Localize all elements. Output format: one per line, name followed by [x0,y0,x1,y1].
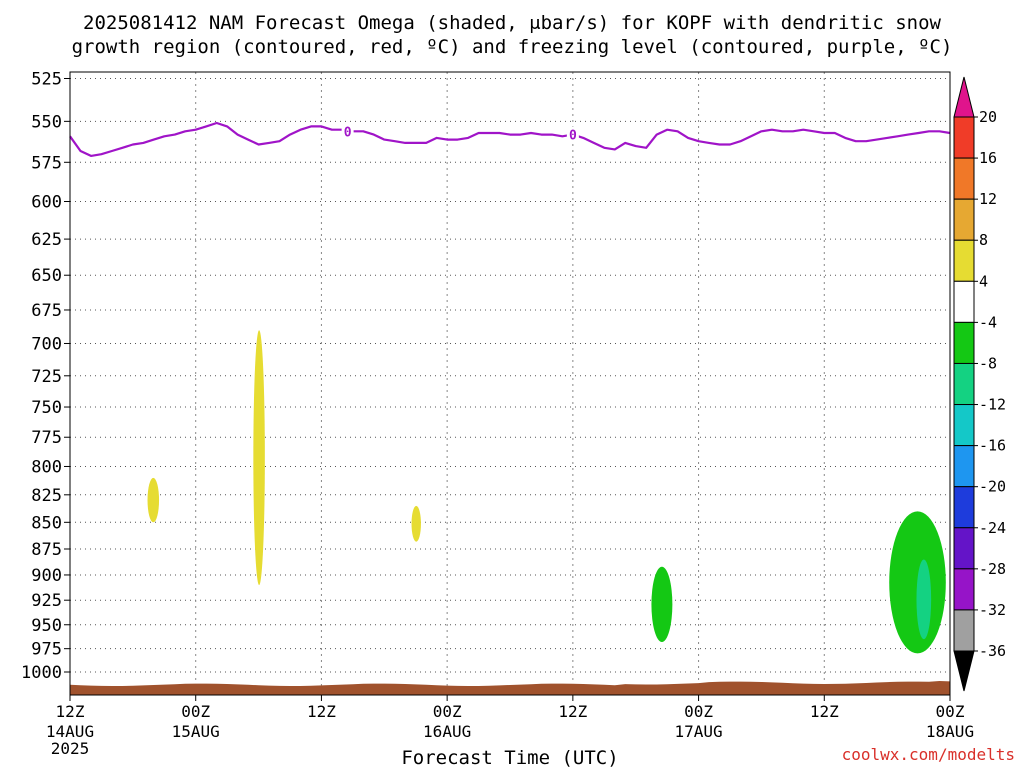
freezing-level-label: 0 [569,129,577,144]
y-tick-label: 950 [31,616,62,636]
colorbar-bin [953,321,975,364]
freezing-level-line [69,121,951,157]
colorbar-label: -24 [979,519,1006,537]
y-tick-label: 800 [31,457,62,477]
omega-region [411,505,421,542]
y-tick-label: 900 [31,566,62,586]
omega-region [651,566,673,643]
colorbar-bottom-arrow [953,650,975,692]
terrain-surface [70,681,950,695]
credit-text: coolwx.com/modelts [842,745,1015,764]
colorbar: 20 16 12 8 4 -4 -8 -12 -16 -20 -24 -28 -32 -36 [953,76,1006,692]
y-tick-label: 600 [31,192,62,212]
y-tick-label: 850 [31,513,62,533]
colorbar-label: 4 [979,272,988,290]
colorbar-bin [953,116,975,159]
x-tick-label: 18AUG [926,722,974,741]
x-tick-label: 15AUG [172,722,220,741]
freezing-level-label: 0 [344,125,352,140]
x-tick-label: 00Z [181,702,210,721]
colorbar-bin [953,445,975,488]
colorbar-label: -4 [979,313,997,331]
x-tick-label: 00Z [433,702,462,721]
colorbar-label: -12 [979,396,1006,414]
x-tick-label: 12Z [558,702,587,721]
chart-title-line-2: growth region (contoured, red, ºC) and f… [72,36,953,58]
colorbar-bin [953,568,975,611]
grid-lines [70,72,950,695]
x-tick-label: 00Z [936,702,965,721]
colorbar-bin [953,198,975,241]
plot-frame [69,71,951,696]
x-tick-label: 14AUG [46,722,94,741]
x-tick-label: 12Z [810,702,839,721]
colorbar-bin [953,486,975,529]
omega-region [253,330,265,586]
x-tick-label: 2025 [51,739,90,758]
y-tick-label: 975 [31,640,62,660]
colorbar-label: 16 [979,149,997,167]
y-tick-label: 550 [31,112,62,132]
y-tick-label: 525 [31,70,62,90]
y-tick-label: 700 [31,334,62,354]
y-axis-ticks: 525 550 575 600 625 650 675 700 725 750 775 800 825 8… [21,70,70,683]
colorbar-label: -28 [979,560,1006,578]
x-tick-label: 12Z [307,702,336,721]
colorbar-bin [953,239,975,282]
colorbar-label: 20 [979,108,997,126]
y-tick-label: 750 [31,398,62,418]
colorbar-bin [953,362,975,406]
freezing-level-label-bg [341,123,354,138]
colorbar-label: -20 [979,478,1006,496]
colorbar-label: -36 [979,642,1006,660]
y-tick-label: 650 [31,266,62,286]
colorbar-label: 8 [979,231,988,249]
colorbar-label: -8 [979,354,997,372]
y-tick-label: 775 [31,428,62,448]
y-tick-label: 575 [31,153,62,173]
colorbar-bin [953,157,975,200]
freezing-level-label-bg [566,126,579,141]
colorbar-bin [953,527,975,570]
colorbar-bin [953,404,975,447]
x-axis-title: Forecast Time (UTC) [401,747,618,768]
x-tick-label: 00Z [684,702,713,721]
y-tick-label: 875 [31,540,62,560]
omega-region [916,559,932,640]
colorbar-label: -32 [979,601,1006,619]
x-tick-label: 12Z [56,702,85,721]
y-tick-label: 1000 [21,663,62,683]
y-tick-label: 725 [31,367,62,387]
omega-shading [147,330,946,654]
colorbar-label: 12 [979,190,997,208]
colorbar-bin [953,609,975,652]
y-tick-label: 625 [31,230,62,250]
chart-title-line-1: 2025081412 NAM Forecast Omega (shaded, μ… [83,12,941,34]
x-tick-label: 17AUG [674,722,722,741]
y-tick-label: 675 [31,301,62,321]
y-tick-label: 825 [31,486,62,506]
omega-region [147,477,160,523]
y-tick-label: 925 [31,591,62,611]
terrain-fill [70,681,950,695]
colorbar-label: -16 [979,437,1006,455]
colorbar-bin [953,280,975,323]
x-tick-label: 16AUG [423,722,471,741]
